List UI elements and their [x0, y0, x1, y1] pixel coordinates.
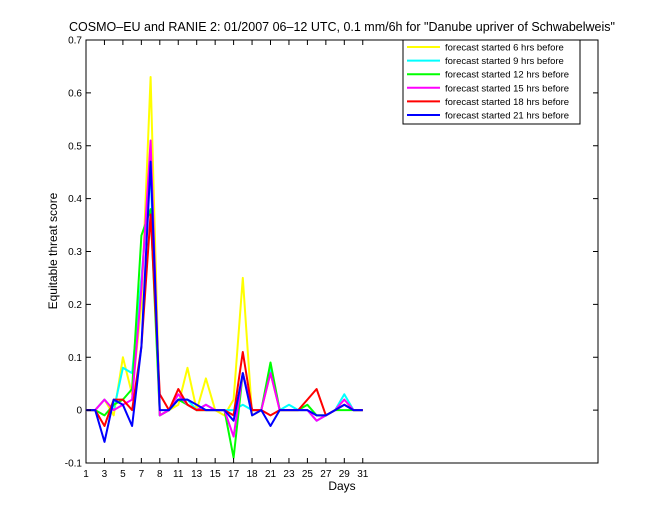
x-tick-label: 15 — [210, 469, 222, 480]
x-tick-label: 5 — [120, 469, 126, 480]
legend-box — [402, 39, 581, 125]
legend-entry-4: forecast started 15 hrs before — [445, 83, 569, 94]
x-tick-label: 23 — [283, 469, 295, 480]
legend-entry-6: forecast started 21 hrs before — [445, 111, 569, 122]
series-line-6 — [86, 160, 363, 443]
y-tick-label: 0.3 — [68, 247, 82, 258]
x-tick-label: 29 — [339, 469, 351, 480]
x-tick-label: 13 — [191, 469, 203, 480]
ticks-layer: 1 3 5 7 8 11 13 15 17 18 21 23 25 27 29 31-0.100.10.20.… — [65, 36, 598, 480]
y-tick-label: 0 — [76, 406, 82, 417]
y-tick-label: 0.2 — [68, 300, 82, 311]
y-tick-label: -0.1 — [65, 459, 83, 470]
x-tick-label: 27 — [320, 469, 332, 480]
x-tick-label: 21 — [265, 469, 277, 480]
x-tick-label: 1 — [83, 469, 89, 480]
x-tick-label: 3 — [102, 469, 108, 480]
x-tick-label: 25 — [302, 469, 314, 480]
y-tick-label: 0.1 — [68, 353, 82, 364]
y-tick-label: 0.7 — [68, 36, 82, 47]
y-tick-label: 0.4 — [68, 194, 82, 205]
y-tick-label: 0.5 — [68, 141, 82, 152]
y-axis-label: Equitable threat score — [46, 192, 60, 309]
x-tick-label: 7 — [139, 469, 145, 480]
legend-entry-5: forecast started 18 hrs before — [445, 97, 569, 108]
x-tick-label: 17 — [228, 469, 240, 480]
legend-entry-2: forecast started 9 hrs before — [445, 56, 564, 67]
chart-title: COSMO–EU and RANIE 2: 01/2007 06–12 UTC,… — [69, 20, 615, 34]
x-axis-label: Days — [328, 479, 355, 493]
x-tick-label: 18 — [246, 469, 258, 480]
x-tick-label: 31 — [357, 469, 369, 480]
legend-entry-3: forecast started 12 hrs before — [445, 70, 569, 81]
x-tick-label: 11 — [173, 469, 184, 480]
legend: forecast started 6 hrs before forecast st… — [402, 39, 581, 125]
x-tick-label: 8 — [157, 469, 163, 480]
legend-entry-1: forecast started 6 hrs before — [445, 43, 564, 54]
series-layer — [86, 76, 363, 459]
y-tick-label: 0.6 — [68, 88, 82, 99]
